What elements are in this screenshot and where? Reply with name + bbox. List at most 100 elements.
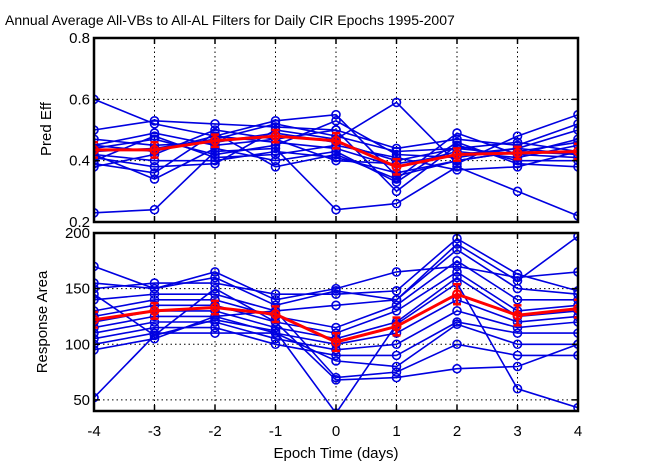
series-line-11 — [94, 310, 578, 379]
data-point — [573, 286, 578, 296]
data-point — [452, 363, 462, 374]
data-point — [149, 283, 160, 294]
mean-point — [270, 309, 281, 320]
data-point — [149, 168, 160, 178]
data-point — [452, 128, 462, 138]
mean-point — [391, 321, 402, 332]
data-point — [573, 267, 578, 277]
data-point — [452, 272, 462, 283]
y-tick-label: 100 — [65, 336, 90, 353]
plot-area — [94, 233, 578, 411]
series-line-10 — [94, 323, 578, 368]
data-point — [573, 300, 578, 311]
data-point — [94, 125, 99, 135]
mean-point — [512, 148, 523, 158]
data-point — [270, 294, 281, 305]
data-point — [149, 128, 160, 138]
data-point — [94, 140, 99, 151]
data-point — [452, 256, 462, 266]
mean-point — [512, 310, 523, 321]
y-tick-label: 50 — [73, 392, 90, 409]
data-point — [270, 326, 281, 336]
data-point — [94, 311, 99, 322]
data-point — [573, 289, 578, 299]
data-point — [452, 244, 462, 255]
series-line-12 — [94, 129, 578, 165]
y-axis-label-pred-eff: Pred Eff — [38, 101, 55, 156]
data-point — [94, 345, 99, 355]
mean-point — [391, 161, 402, 172]
chart-title: Annual Average All-VBs to All-AL Filters… — [5, 12, 455, 28]
data-point — [94, 278, 99, 288]
data-point — [391, 146, 402, 157]
data-point — [210, 283, 220, 294]
x-tick-label: 4 — [574, 423, 582, 440]
data-point — [270, 119, 281, 129]
data-point — [94, 134, 99, 144]
pred-eff-panel: 0.2 0.4 0.6 0.8 — [69, 30, 580, 231]
data-point — [391, 350, 402, 361]
data-point — [391, 177, 402, 187]
x-tick-label: 3 — [513, 423, 521, 440]
data-point — [391, 306, 402, 316]
data-point — [270, 116, 281, 126]
data-point — [94, 392, 99, 403]
data-point — [512, 361, 523, 372]
data-point — [270, 289, 281, 299]
y-tick-label: 0.4 — [69, 153, 90, 170]
x-tick-label: -3 — [148, 423, 161, 440]
data-point — [149, 116, 160, 126]
data-point — [270, 162, 281, 172]
x-tick-label: 1 — [392, 423, 400, 440]
x-tick-label: 0 — [332, 423, 340, 440]
data-point — [391, 286, 402, 296]
data-point — [512, 186, 523, 197]
data-point — [452, 267, 462, 277]
data-point — [94, 149, 99, 160]
data-point — [452, 306, 462, 316]
data-point — [270, 143, 281, 154]
mean-point — [573, 303, 578, 314]
data-point — [391, 300, 402, 311]
data-point — [391, 367, 402, 377]
series-line-10 — [94, 132, 578, 181]
data-point — [512, 276, 523, 286]
data-point — [452, 137, 462, 148]
mean-point — [94, 314, 99, 325]
series-line-13 — [94, 141, 578, 184]
x-axis-label: Epoch Time (days) — [273, 445, 398, 462]
series-line-4 — [94, 259, 578, 329]
data-point — [94, 333, 99, 344]
data-point — [391, 97, 402, 108]
data-point — [94, 289, 99, 299]
data-point — [573, 152, 578, 163]
data-point — [573, 140, 578, 151]
data-point — [512, 294, 523, 305]
data-point — [210, 328, 220, 338]
data-point — [512, 339, 523, 350]
data-point — [573, 134, 578, 144]
x-tick-label: -2 — [208, 423, 221, 440]
series-line-14 — [94, 281, 578, 411]
series-line-5 — [94, 119, 578, 159]
data-point — [391, 294, 402, 305]
y-tick-label: 0.6 — [69, 91, 90, 108]
y-tick-label: 0.2 — [69, 214, 90, 231]
data-point — [94, 158, 99, 169]
data-point — [210, 272, 220, 283]
data-point — [573, 109, 578, 120]
mean-point — [149, 144, 160, 155]
data-point — [331, 356, 341, 366]
series-line-14 — [94, 147, 578, 217]
data-point — [331, 300, 341, 311]
data-point — [512, 383, 523, 394]
data-point — [94, 328, 99, 338]
mean-point — [452, 149, 462, 160]
data-point — [573, 350, 578, 361]
data-point — [512, 328, 523, 338]
data-point — [270, 149, 281, 160]
mean-point — [149, 305, 160, 316]
mean-point — [210, 135, 220, 146]
data-point — [94, 294, 99, 305]
